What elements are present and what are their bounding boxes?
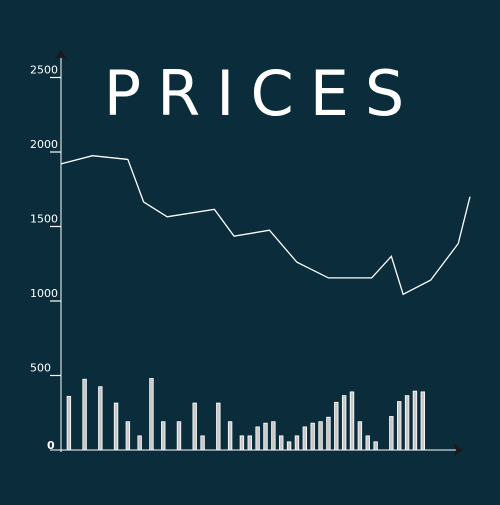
bar-25 [334,402,338,450]
bar-5 [138,436,142,450]
bar-31 [390,416,394,450]
y-tick-label-0: 0 [47,439,55,452]
bar-30 [374,442,378,450]
bar-3 [114,403,118,450]
chart-title: PRICES [104,57,421,130]
y-tick-label-5: 2500 [30,64,58,77]
bar-11 [217,403,221,450]
bar-10 [201,436,205,450]
bar-16 [264,423,268,450]
bar-1 [83,379,87,450]
bar-28 [358,422,362,450]
bar-20 [295,436,299,450]
bar-4 [126,422,130,450]
bar-13 [240,436,244,450]
y-tick-label-1: 500 [30,362,51,375]
bar-19 [287,442,291,450]
bar-8 [177,422,181,450]
bar-32 [397,402,401,450]
bar-18 [279,436,283,450]
bar-22 [311,423,315,450]
bar-17 [272,422,276,450]
bar-0 [67,396,71,450]
bar-24 [327,417,331,450]
bar-29 [366,436,370,450]
price-line [61,156,470,295]
bar-23 [319,422,323,450]
bar-14 [248,436,252,450]
bar-26 [342,396,346,450]
bar-34 [413,391,417,450]
bar-35 [421,392,425,450]
bar-27 [350,392,354,450]
bar-2 [99,387,103,450]
bar-15 [256,427,260,450]
bar-7 [161,422,165,450]
bar-9 [193,403,197,450]
bar-6 [150,378,154,450]
bar-33 [405,396,409,450]
bar-21 [303,427,307,450]
y-tick-label-4: 2000 [30,138,58,151]
y-tick-label-3: 1500 [30,213,58,226]
y-tick-label-2: 1000 [30,287,58,300]
bar-12 [228,422,232,450]
